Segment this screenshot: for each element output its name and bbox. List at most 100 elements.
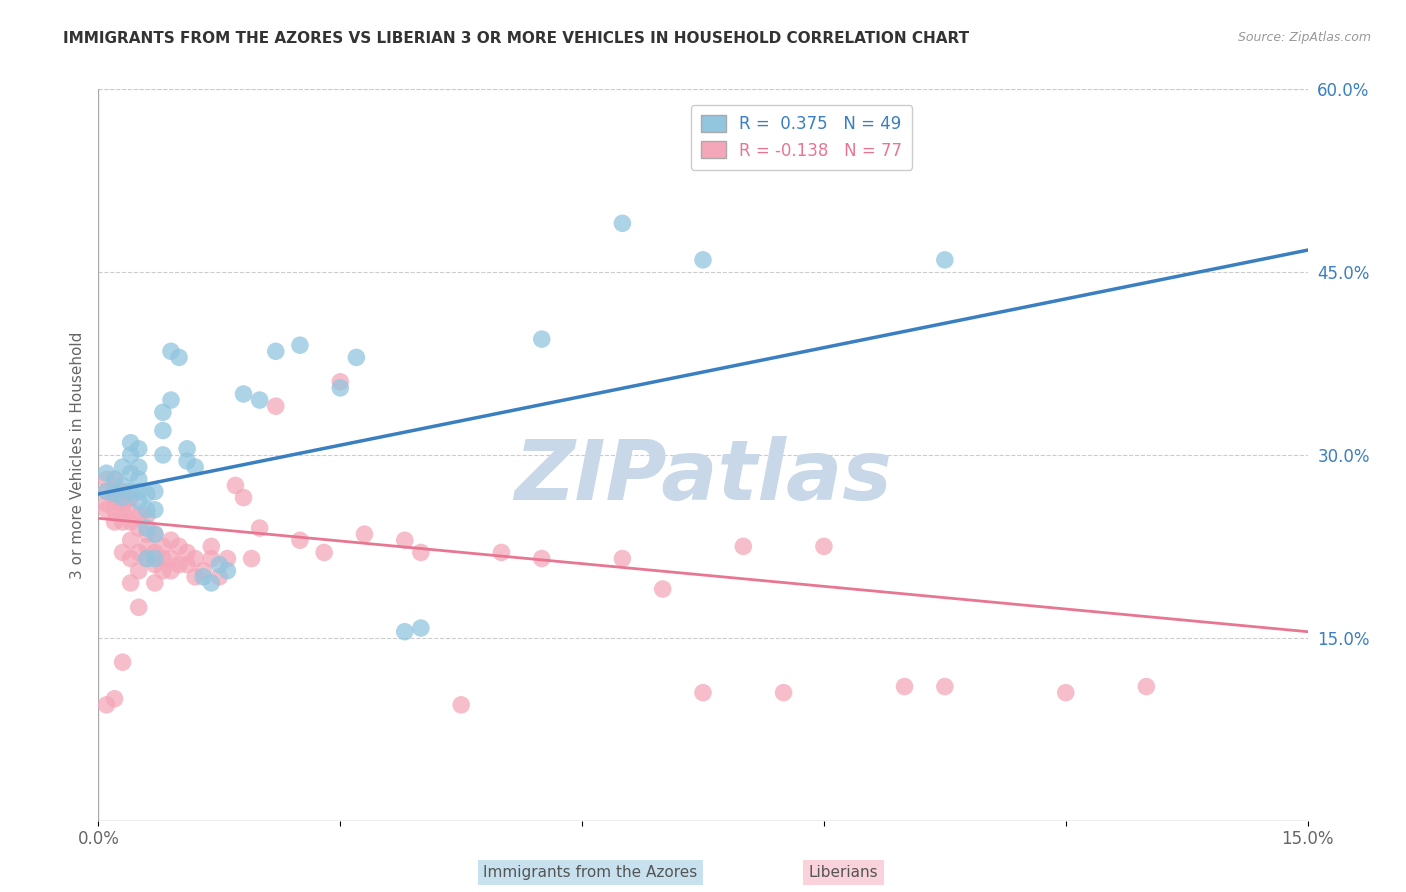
- Point: [128, 484, 150, 499]
- Point: [152, 551, 174, 566]
- Point: [530, 332, 553, 346]
- Text: Immigrants from the Azores: Immigrants from the Azores: [484, 865, 697, 880]
- Point: [103, 691, 125, 706]
- Point: [167, 351, 190, 365]
- Point: [176, 442, 198, 456]
- Point: [111, 545, 134, 559]
- Point: [1054, 686, 1077, 700]
- Point: [160, 344, 183, 359]
- Point: [128, 472, 150, 486]
- Point: [135, 487, 157, 501]
- Point: [193, 564, 215, 578]
- Point: [409, 621, 432, 635]
- Point: [103, 515, 125, 529]
- Point: [120, 484, 142, 499]
- Point: [813, 539, 835, 553]
- Point: [143, 503, 166, 517]
- Point: [143, 576, 166, 591]
- Y-axis label: 3 or more Vehicles in Household: 3 or more Vehicles in Household: [69, 331, 84, 579]
- Point: [893, 680, 915, 694]
- Point: [96, 503, 118, 517]
- Point: [232, 491, 254, 505]
- Point: [128, 600, 150, 615]
- Point: [128, 545, 150, 559]
- Point: [217, 551, 239, 566]
- Point: [200, 539, 222, 553]
- Point: [120, 551, 142, 566]
- Point: [135, 527, 157, 541]
- Point: [232, 387, 254, 401]
- Point: [200, 576, 222, 591]
- Point: [143, 484, 166, 499]
- Point: [394, 533, 416, 548]
- Point: [152, 448, 174, 462]
- Point: [135, 551, 157, 566]
- Point: [111, 655, 134, 669]
- Point: [103, 472, 125, 486]
- Point: [200, 551, 222, 566]
- Point: [128, 460, 150, 475]
- Point: [160, 533, 183, 548]
- Point: [111, 478, 134, 492]
- Point: [240, 551, 263, 566]
- Point: [128, 494, 150, 508]
- Point: [103, 503, 125, 517]
- Point: [264, 344, 287, 359]
- Point: [344, 351, 367, 365]
- Point: [314, 545, 336, 559]
- Point: [96, 472, 118, 486]
- Point: [103, 484, 125, 499]
- Point: [120, 533, 142, 548]
- Point: [111, 491, 134, 505]
- Point: [329, 381, 352, 395]
- Point: [160, 392, 183, 407]
- Point: [733, 539, 755, 553]
- Point: [96, 698, 118, 712]
- Point: [264, 399, 287, 413]
- Point: [176, 454, 198, 468]
- Point: [491, 545, 513, 559]
- Point: [450, 698, 472, 712]
- Point: [934, 252, 956, 267]
- Point: [152, 405, 174, 419]
- Point: [96, 484, 118, 499]
- Point: [128, 508, 150, 523]
- Point: [692, 252, 714, 267]
- Point: [120, 503, 142, 517]
- Point: [329, 375, 352, 389]
- Point: [120, 515, 142, 529]
- Point: [128, 564, 150, 578]
- Point: [143, 527, 166, 541]
- Point: [167, 558, 190, 572]
- Point: [692, 686, 714, 700]
- Point: [128, 521, 150, 535]
- Point: [184, 551, 207, 566]
- Point: [96, 484, 118, 499]
- Point: [167, 539, 190, 553]
- Point: [135, 508, 157, 523]
- Point: [612, 551, 634, 566]
- Point: [184, 570, 207, 584]
- Point: [288, 533, 311, 548]
- Point: [111, 497, 134, 511]
- Point: [128, 442, 150, 456]
- Point: [772, 686, 794, 700]
- Point: [934, 680, 956, 694]
- Point: [111, 515, 134, 529]
- Point: [135, 521, 157, 535]
- Text: Liberians: Liberians: [808, 865, 879, 880]
- Point: [111, 460, 134, 475]
- Point: [152, 564, 174, 578]
- Point: [143, 551, 166, 566]
- Point: [612, 216, 634, 230]
- Legend: R =  0.375   N = 49, R = -0.138   N = 77: R = 0.375 N = 49, R = -0.138 N = 77: [690, 105, 912, 169]
- Point: [1135, 680, 1157, 694]
- Point: [103, 487, 125, 501]
- Point: [249, 392, 271, 407]
- Point: [143, 558, 166, 572]
- Point: [143, 545, 166, 559]
- Point: [135, 539, 157, 553]
- Text: ZIPatlas: ZIPatlas: [515, 436, 891, 517]
- Point: [120, 435, 142, 450]
- Point: [120, 466, 142, 480]
